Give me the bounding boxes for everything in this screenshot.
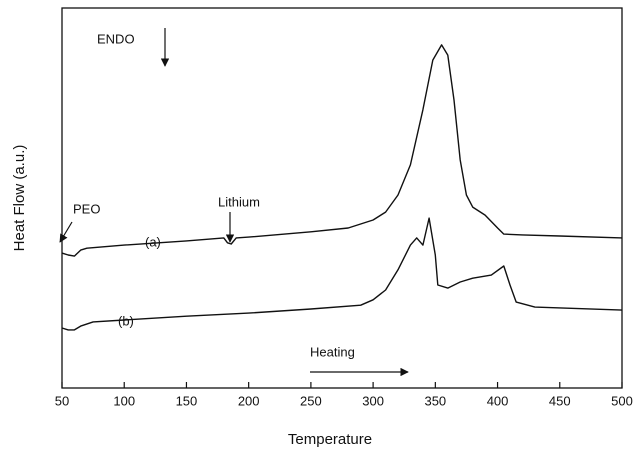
x-axis-label: Temperature <box>288 431 372 448</box>
y-axis-label: Heat Flow (a.u.) <box>11 145 28 252</box>
annotation: Heating <box>310 344 355 359</box>
annotation: ENDO <box>97 31 135 46</box>
x-tick-label: 200 <box>238 393 260 408</box>
x-tick-label: 350 <box>424 393 446 408</box>
series-line <box>61 44 623 257</box>
plot-frame <box>61 7 623 389</box>
annotation: (b) <box>118 313 134 328</box>
annotation: (a) <box>145 234 161 249</box>
series-line <box>61 217 623 331</box>
arrow <box>59 221 73 243</box>
x-tick-label: 400 <box>487 393 509 408</box>
annotation: Lithium <box>218 194 260 209</box>
x-tick-label: 450 <box>549 393 571 408</box>
x-tick-label: 250 <box>300 393 322 408</box>
x-tick-label: 500 <box>611 393 633 408</box>
annotation: PEO <box>73 201 100 216</box>
x-tick-label: 150 <box>176 393 198 408</box>
x-tick-label: 50 <box>55 393 69 408</box>
x-tick-label: 100 <box>113 393 135 408</box>
x-tick-label: 300 <box>362 393 384 408</box>
